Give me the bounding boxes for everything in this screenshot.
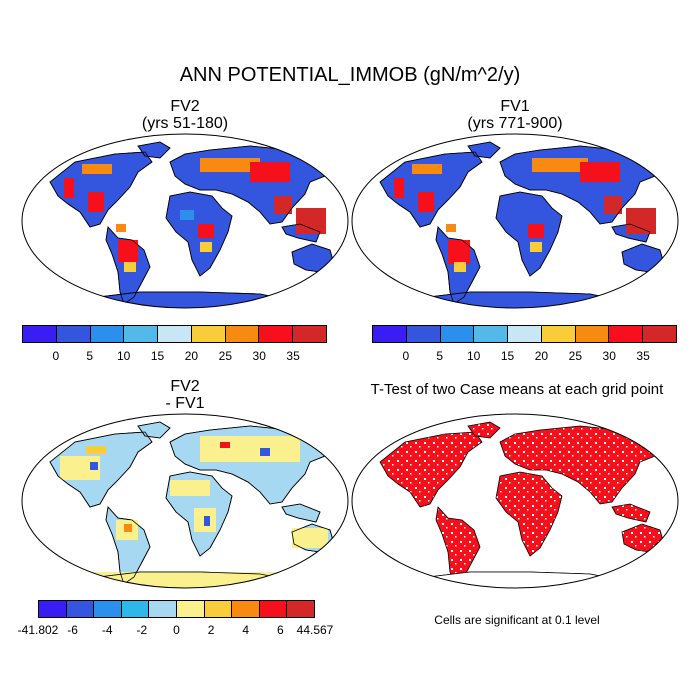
panel-title-ttest: T-Test of two Case means at each grid po… xyxy=(370,381,664,398)
panel-diff-minus-label: - FV1 xyxy=(165,395,205,412)
colorbar-fv1-swatch xyxy=(373,326,407,342)
colorbar-fv1-tick-label: 30 xyxy=(602,349,616,363)
panel-title-diff: FV2 - FV1 xyxy=(20,378,350,412)
panel-fv2-years-label: (yrs 51-180) xyxy=(141,115,229,132)
colorbar-fv2-labels: 0 5 10 15 20 25 30 35 xyxy=(22,349,327,365)
colorbar-fv2-tick-label: 0 xyxy=(52,349,60,363)
colorbar-fv1-tick-label: 15 xyxy=(500,349,515,363)
colorbar-diff xyxy=(38,600,315,618)
colorbar-diff-tick-label: -2 xyxy=(136,623,148,637)
colorbar-fv2-swatch xyxy=(259,326,294,342)
colorbar-fv2-swatch xyxy=(124,326,159,342)
map-fv2 xyxy=(21,133,349,309)
colorbar-diff-labels: -41.802 -6 -4 -2 0 2 4 6 44.567 xyxy=(18,623,334,639)
colorbar-fv1-tick-label: 5 xyxy=(436,349,444,363)
colorbar-fv2-tick-label: 35 xyxy=(286,349,300,363)
colorbar-fv1-tick-label: 20 xyxy=(534,349,549,363)
colorbar-fv2-tick-label: 15 xyxy=(150,349,165,363)
colorbar-diff-swatch xyxy=(94,601,122,617)
colorbar-diff-swatch xyxy=(259,601,288,617)
colorbar-fv1-swatch xyxy=(406,326,441,342)
colorbar-diff-tick-label: 44.567 xyxy=(296,623,334,637)
colorbar-diff-swatch xyxy=(66,601,95,617)
significance-note: Cells are significant at 0.1 level xyxy=(434,613,600,627)
colorbar-diff-tick-label: 4 xyxy=(242,623,250,637)
colorbar-fv1-labels: 0 5 10 15 20 25 30 35 xyxy=(372,349,677,365)
colorbar-fv2-tick-label: 20 xyxy=(184,349,199,363)
colorbar-fv2 xyxy=(22,325,327,343)
colorbar-diff-tick-label: -41.802 xyxy=(17,623,59,637)
colorbar-fv1 xyxy=(372,325,677,343)
colorbar-diff-tick-label: 0 xyxy=(173,623,180,637)
map-diff xyxy=(21,413,349,589)
panel-diff-case-label: FV2 xyxy=(170,378,200,395)
colorbar-fv2-swatch xyxy=(90,326,125,342)
colorbar-fv1-swatch xyxy=(575,326,610,342)
map-ttest xyxy=(351,413,679,589)
colorbar-fv2-swatch xyxy=(293,326,327,342)
colorbar-diff-swatch xyxy=(204,601,233,617)
colorbar-fv1-swatch xyxy=(440,326,475,342)
colorbar-fv1-swatch xyxy=(474,326,509,342)
colorbar-fv2-swatch xyxy=(225,326,260,342)
colorbar-fv2-tick-label: 25 xyxy=(218,349,233,363)
colorbar-diff-tick-label: 6 xyxy=(277,623,284,637)
colorbar-diff-tick-label: -4 xyxy=(101,623,113,637)
colorbar-diff-swatch xyxy=(232,601,260,617)
colorbar-diff-tick-label: -6 xyxy=(67,623,78,637)
colorbar-fv2-tick-label: 30 xyxy=(252,349,266,363)
figure-title: ANN POTENTIAL_IMMOB (gN/m^2/y) xyxy=(179,64,521,86)
colorbar-fv2-swatch xyxy=(23,326,57,342)
colorbar-diff-swatch xyxy=(149,601,177,617)
colorbar-fv1-swatch xyxy=(541,326,576,342)
colorbar-diff-swatch xyxy=(176,601,205,617)
panel-fv1-case-label: FV1 xyxy=(500,98,530,115)
map-fv1 xyxy=(351,133,679,309)
colorbar-fv1-tick-label: 25 xyxy=(568,349,583,363)
colorbar-diff-swatch xyxy=(39,601,67,617)
colorbar-fv1-swatch xyxy=(508,326,542,342)
colorbar-fv2-swatch xyxy=(158,326,192,342)
panel-fv1-years-label: (yrs 771-900) xyxy=(467,115,563,132)
colorbar-fv2-swatch xyxy=(56,326,91,342)
panel-title-fv2: FV2 (yrs 51-180) xyxy=(20,98,350,132)
colorbar-fv2-tick-label: 5 xyxy=(86,349,94,363)
colorbar-fv1-tick-label: 35 xyxy=(636,349,650,363)
colorbar-fv2-swatch xyxy=(191,326,226,342)
colorbar-fv1-tick-label: 10 xyxy=(466,349,481,363)
panel-title-fv1: FV1 (yrs 771-900) xyxy=(350,98,680,132)
colorbar-diff-tick-label: 2 xyxy=(207,623,215,637)
colorbar-fv1-tick-label: 0 xyxy=(402,349,410,363)
colorbar-fv1-swatch xyxy=(643,326,677,342)
colorbar-diff-swatch xyxy=(287,601,314,617)
colorbar-diff-swatch xyxy=(121,601,150,617)
colorbar-fv1-swatch xyxy=(609,326,644,342)
colorbar-fv2-tick-label: 10 xyxy=(116,349,131,363)
panel-fv2-case-label: FV2 xyxy=(170,98,200,115)
